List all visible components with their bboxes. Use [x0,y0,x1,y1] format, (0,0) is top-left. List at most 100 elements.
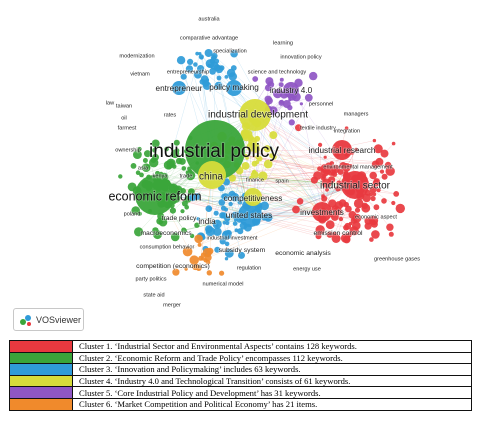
keyword-node [201,257,205,261]
keyword-hub-node [198,161,226,189]
keyword-node [139,172,144,178]
keyword-node [345,205,352,213]
legend-text: Cluster 4. ‘Industry 4.0 and Technologic… [72,374,472,388]
keyword-node [213,227,222,236]
legend-swatch [9,386,73,399]
keyword-node [260,201,269,211]
keyword-node [371,230,380,239]
keyword-node [180,209,185,214]
keyword-node [195,265,202,271]
keyword-node [195,51,200,56]
keyword-label: numerical model [202,281,243,287]
keyword-node [393,191,400,197]
keyword-label: investments [300,208,344,217]
keyword-node [218,199,226,206]
keyword-label: industrial research [309,146,376,155]
legend-row: Cluster 6. ‘Market Competition and Polit… [9,397,472,411]
keyword-node [194,70,202,79]
keyword-node [325,187,329,192]
keyword-label: managers [344,111,369,117]
keyword-node [224,257,229,261]
keyword-node [171,164,177,169]
keyword-node [364,222,372,230]
keyword-node [342,163,351,172]
keyword-node [252,76,259,82]
keyword-node [331,234,341,243]
keyword-node [205,59,215,69]
keyword-node [335,186,341,192]
keyword-node [213,210,219,216]
keyword-node [375,157,384,166]
keyword-node [228,201,233,207]
keyword-node [189,255,199,265]
keyword-label: australia [198,16,220,22]
keyword-hub-node [185,120,245,180]
keyword-label: entrepreneurship [167,69,209,75]
keyword-label: trade [180,173,193,179]
keyword-node [205,205,213,212]
link-line [211,174,374,221]
keyword-label: rates [164,112,177,118]
link-line [254,114,333,204]
keyword-node [181,166,187,171]
keyword-node [385,166,395,176]
keyword-node [373,144,383,154]
keyword-label: party politics [135,276,166,282]
keyword-node [264,95,272,104]
keyword-node [353,198,364,209]
keyword-node [224,248,234,258]
keyword-node [214,81,223,90]
keyword-node [219,270,225,276]
keyword-node [181,227,187,233]
keyword-node [278,82,284,88]
keyword-node [135,170,141,175]
keyword-hub-node [283,82,299,98]
keyword-node [164,146,169,152]
keyword-label: textile industry [300,125,336,131]
keyword-node [173,139,180,146]
keyword-label: policy making [209,83,259,92]
keyword-node [220,205,227,211]
link-line [242,138,356,186]
keyword-labels: industrial policy economic reform industri… [105,16,421,310]
keyword-node [241,162,250,170]
keyword-node [325,220,335,230]
link-line [200,174,213,259]
keyword-node [172,268,180,276]
keyword-label: competition (economics) [136,263,210,270]
link-line [255,148,323,213]
keyword-node [391,200,396,206]
keyword-node [184,267,188,271]
keyword-label: economic analysis [275,250,331,257]
keyword-node [222,193,229,200]
legend-swatch [9,351,73,365]
keyword-node [141,163,151,172]
keyword-node [362,193,371,203]
keyword-label: industrial policy [149,141,279,162]
legend-row: Cluster 2. ‘Economic Reform and Trade Po… [9,351,472,365]
keyword-node [200,56,204,60]
keyword-node [152,148,157,153]
keyword-node [344,126,349,130]
keyword-node [369,215,379,226]
keyword-node [379,169,385,174]
cluster-legend: Cluster 1. ‘Industrial Sector and Enviro… [9,340,472,411]
link-line [254,114,401,209]
keyword-node [200,252,206,258]
link-line [159,169,327,196]
keyword-node [188,188,195,195]
keyword-label: regulation [237,265,262,271]
keyword-node [246,142,257,152]
link-line [301,103,323,213]
legend-text: Cluster 2. ‘Economic Reform and Trade Po… [72,351,472,365]
keyword-node [323,155,327,159]
keyword-label: industrial investment [207,235,258,241]
keyword-label: taiwan [116,103,132,109]
keyword-node [189,194,197,202]
keyword-node [130,163,137,169]
keyword-node [243,134,250,142]
keyword-label: law [106,100,115,106]
keyword-node [230,65,237,71]
keyword-node [338,216,344,222]
keyword-node [348,221,353,226]
